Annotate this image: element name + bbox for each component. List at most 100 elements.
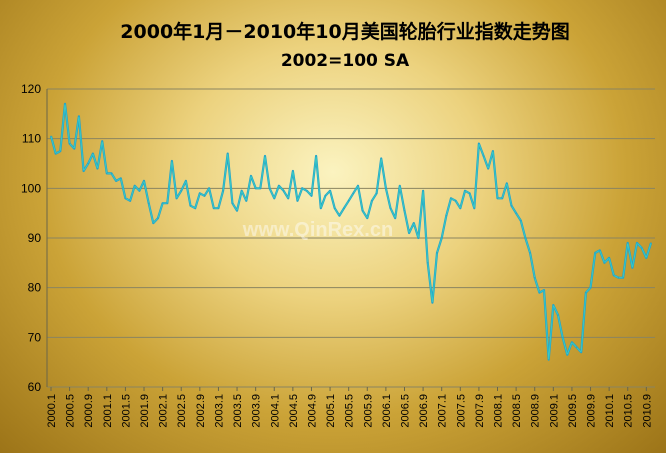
chart-title: 2000年1月－2010年10月美国轮胎行业指数走势图 [120, 20, 569, 43]
data-point [375, 192, 378, 194]
data-point [101, 140, 103, 142]
data-point [148, 202, 150, 204]
data-point [366, 217, 368, 219]
data-point [613, 274, 615, 276]
data-point [389, 207, 392, 209]
data-point [255, 187, 257, 189]
data-point [436, 252, 438, 254]
data-point [445, 215, 447, 217]
data-point [380, 157, 382, 160]
y-tick-label: 110 [22, 132, 41, 146]
x-tick-label: 2006.5 [399, 394, 411, 428]
x-tick-label: 2000.5 [65, 394, 77, 428]
x-tick-label: 2009.9 [586, 394, 598, 428]
data-point [589, 287, 592, 289]
data-point [552, 304, 554, 306]
data-point [617, 277, 620, 279]
data-point [124, 197, 127, 199]
data-point [469, 192, 471, 194]
data-point [157, 217, 159, 219]
x-tick-label: 2005.5 [344, 394, 356, 428]
y-axis-ticks: 60 70 80 90 100 110 120 [21, 82, 41, 394]
data-point [78, 115, 80, 117]
data-point [241, 190, 243, 192]
x-tick-label: 2003.9 [251, 394, 263, 428]
data-point [352, 192, 354, 194]
data-point [408, 232, 410, 234]
x-tick-label: 2005.1 [325, 394, 337, 428]
data-point [175, 197, 178, 199]
data-point [171, 160, 173, 162]
x-tick-label: 2010.5 [623, 394, 635, 428]
x-tick-label: 2004.5 [288, 394, 300, 428]
data-point [189, 205, 192, 207]
data-point [273, 197, 275, 199]
data-point [501, 197, 503, 199]
x-tick-label: 2002.5 [176, 394, 188, 428]
data-point [622, 277, 624, 279]
data-point [301, 187, 303, 189]
data-point [399, 185, 401, 187]
data-point [394, 217, 396, 219]
data-point [282, 190, 285, 192]
x-tick-label: 2001.9 [139, 394, 151, 428]
data-point [608, 257, 610, 259]
y-tick-label: 120 [21, 82, 41, 96]
data-point [357, 185, 359, 187]
data-point [129, 200, 131, 202]
data-point [496, 197, 499, 199]
data-point [455, 200, 457, 202]
data-point [422, 190, 424, 192]
data-point [287, 197, 289, 199]
data-point [506, 182, 508, 184]
data-point [245, 200, 247, 202]
x-tick-label: 2007.5 [455, 394, 467, 428]
x-tick-label: 2006.1 [381, 394, 393, 428]
data-point [492, 150, 494, 152]
x-tick-label: 2008.5 [511, 394, 523, 428]
data-point [278, 185, 280, 187]
data-point [96, 167, 99, 170]
x-tick-label: 2007.1 [437, 394, 449, 428]
data-point [427, 262, 429, 264]
data-point [50, 135, 52, 137]
watermark: www.QinRex.cn [242, 219, 393, 241]
y-tick-label: 70 [28, 330, 42, 344]
data-point [562, 336, 564, 338]
data-point [524, 237, 527, 239]
y-tick-label: 60 [28, 380, 42, 394]
data-point [110, 172, 113, 175]
data-point [213, 207, 215, 209]
x-tick-label: 2001.1 [102, 394, 114, 428]
data-point [250, 175, 252, 177]
data-point [510, 205, 513, 207]
data-point [343, 207, 345, 209]
x-tick-label: 2001.5 [120, 394, 132, 428]
data-point [106, 172, 108, 175]
data-point [641, 247, 643, 249]
x-tick-label: 2007.9 [474, 394, 486, 428]
data-point [166, 202, 168, 204]
x-tick-label: 2008.9 [530, 394, 542, 428]
data-point [566, 354, 568, 356]
data-point [515, 212, 517, 214]
data-point [55, 152, 57, 155]
x-tick-label: 2003.1 [213, 394, 225, 428]
chart-subtitle: 2002=100 SA [281, 51, 410, 71]
data-point [478, 143, 480, 145]
data-point [529, 252, 531, 254]
data-point [138, 190, 140, 192]
x-tick-label: 2000.9 [83, 394, 95, 428]
data-point [69, 143, 71, 145]
data-point [259, 187, 261, 189]
data-point [431, 301, 433, 304]
data-point [334, 207, 336, 209]
data-point [222, 190, 224, 192]
x-tick-label: 2005.9 [362, 394, 374, 428]
y-tick-label: 100 [21, 181, 41, 195]
data-point [208, 187, 210, 189]
data-point [315, 155, 317, 157]
x-tick-label: 2009.1 [548, 394, 560, 428]
data-point [115, 180, 117, 182]
data-point [580, 351, 582, 353]
